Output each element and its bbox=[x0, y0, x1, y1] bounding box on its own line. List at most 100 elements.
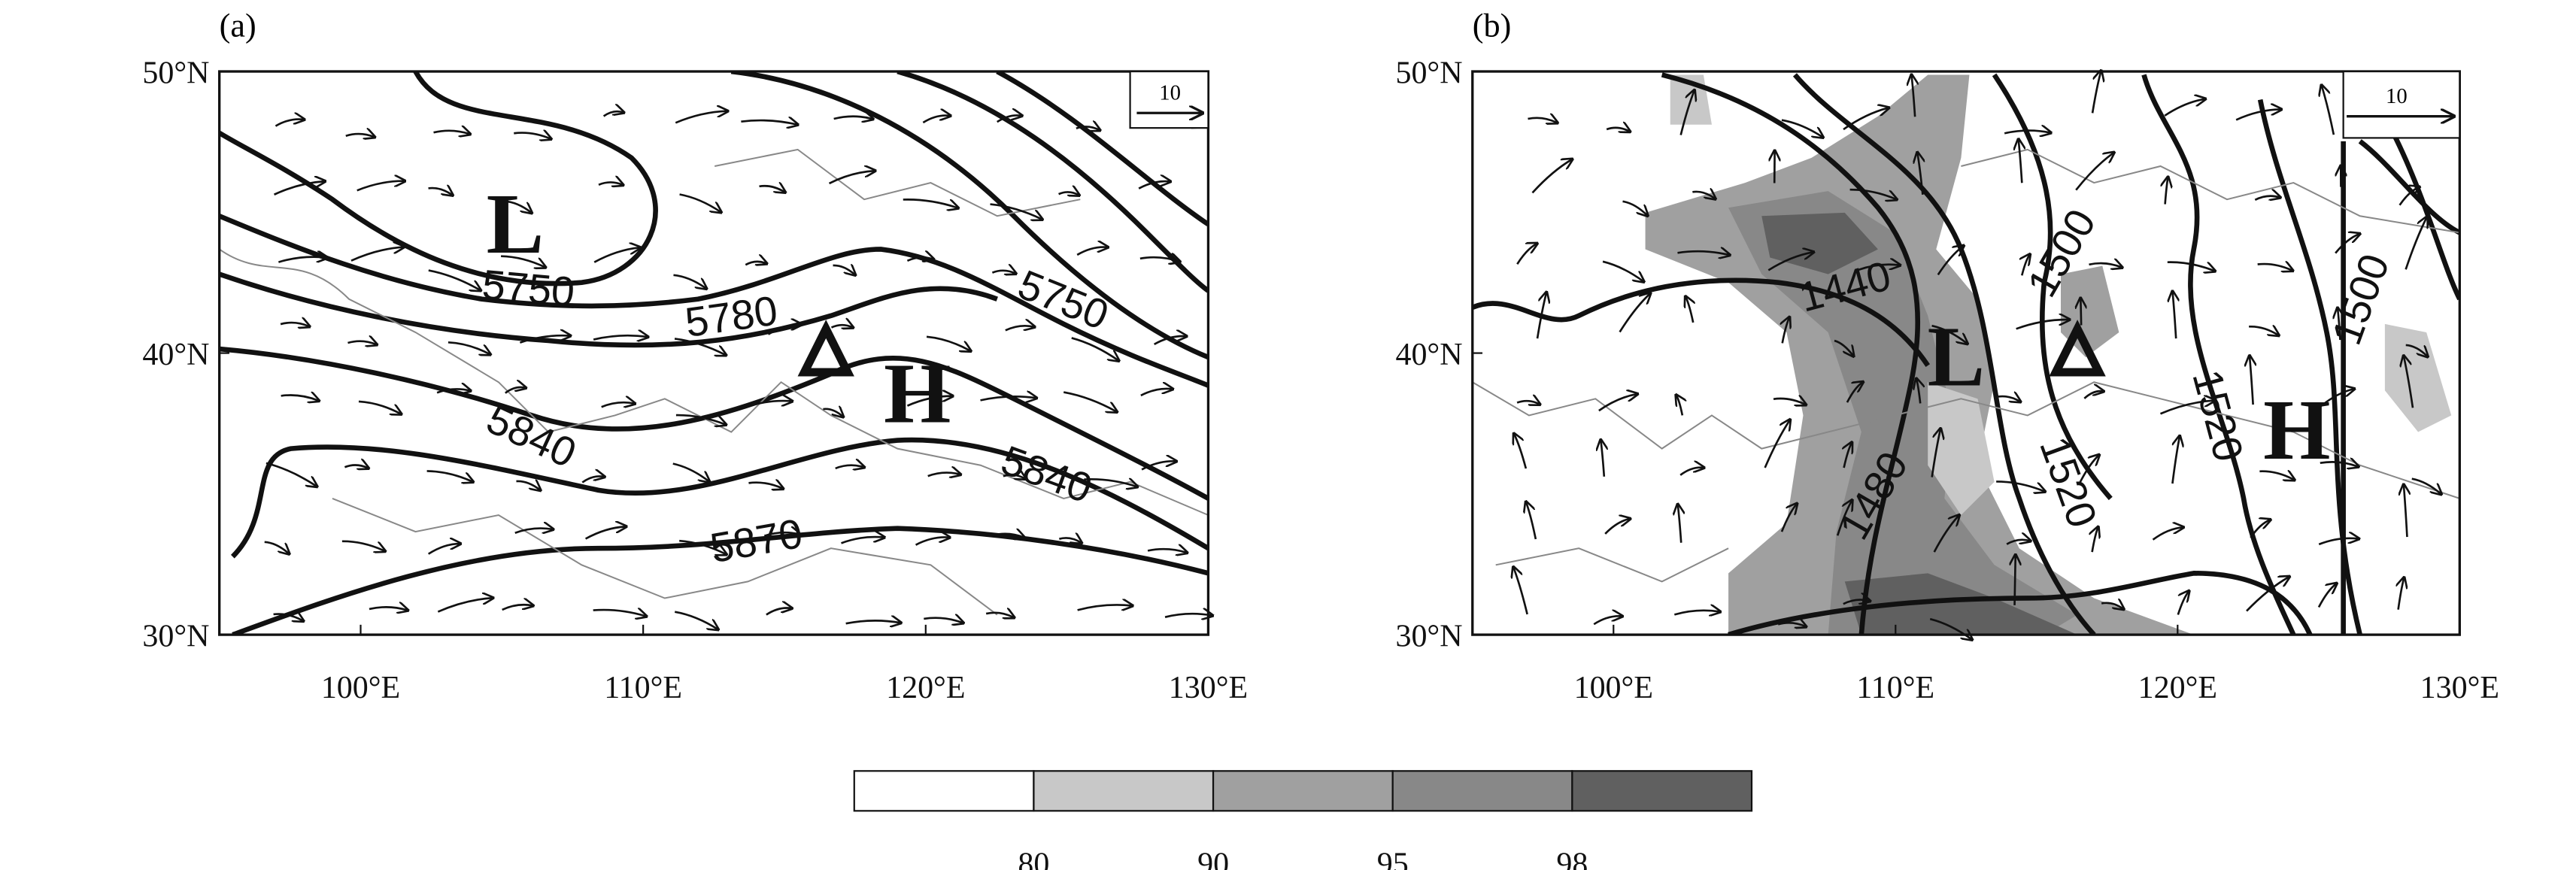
streamline bbox=[281, 395, 319, 400]
lat-tick-label: 40°N bbox=[1395, 338, 1462, 372]
streamline bbox=[516, 481, 540, 490]
streamline bbox=[2164, 99, 2204, 117]
streamline bbox=[350, 247, 403, 262]
reference-vector-box bbox=[2342, 70, 2461, 139]
streamline bbox=[2177, 592, 2189, 615]
streamline bbox=[344, 465, 368, 468]
streamline bbox=[1593, 616, 1622, 626]
streamline bbox=[581, 476, 604, 484]
streamline bbox=[675, 414, 726, 425]
streamline bbox=[1076, 126, 1100, 130]
streamline bbox=[2019, 140, 2022, 183]
streamline bbox=[2092, 527, 2098, 553]
streamline bbox=[1933, 516, 1959, 553]
streamline bbox=[2250, 356, 2253, 405]
streamline bbox=[345, 134, 375, 137]
streamline bbox=[2249, 326, 2278, 335]
streamline bbox=[906, 396, 952, 407]
streamline bbox=[1528, 118, 1558, 123]
lon-tick-label: 120°E bbox=[2138, 671, 2217, 705]
low-center: L bbox=[487, 176, 545, 271]
colorbar-label: 80 bbox=[1018, 847, 1049, 870]
streamline bbox=[1780, 504, 1797, 532]
streamline bbox=[2322, 86, 2335, 135]
colorbar-label: 98 bbox=[1556, 847, 1588, 870]
streamline bbox=[2075, 153, 2113, 191]
streamline bbox=[2167, 261, 2215, 271]
lat-tick-label: 30°N bbox=[142, 620, 209, 654]
streamline bbox=[2254, 196, 2280, 200]
streamline bbox=[2250, 520, 2270, 538]
streamline bbox=[2405, 344, 2428, 356]
streamline bbox=[1773, 399, 1805, 405]
streamline bbox=[2165, 177, 2168, 205]
streamline bbox=[1937, 246, 1964, 276]
streamline bbox=[927, 473, 960, 477]
streamline bbox=[2101, 603, 2123, 609]
streamline bbox=[448, 341, 490, 354]
contour-label: 5870 bbox=[707, 510, 806, 571]
streamline bbox=[2173, 292, 2177, 339]
streamline bbox=[2078, 455, 2099, 485]
streamline bbox=[2259, 471, 2294, 480]
streamline bbox=[1077, 605, 1132, 610]
streamline bbox=[991, 271, 1015, 274]
streamline bbox=[2235, 109, 2280, 121]
colorbar-label: 90 bbox=[1197, 847, 1229, 870]
streamline bbox=[1846, 382, 1863, 403]
streamline bbox=[990, 203, 1042, 220]
streamline bbox=[593, 610, 646, 616]
streamline bbox=[584, 526, 626, 540]
height-contours bbox=[1472, 72, 2460, 635]
streamline bbox=[1996, 480, 2044, 491]
streamline bbox=[357, 181, 405, 192]
contour-label: 5750 bbox=[1012, 261, 1115, 339]
streamline bbox=[1931, 324, 1968, 344]
streamline bbox=[1141, 461, 1176, 471]
streamline bbox=[1601, 441, 1604, 477]
height-contours bbox=[219, 71, 1209, 635]
streamline bbox=[1844, 443, 1852, 468]
streamline bbox=[745, 401, 792, 409]
streamline bbox=[2405, 217, 2427, 270]
streamline bbox=[437, 598, 492, 613]
streamline bbox=[1692, 192, 1715, 199]
streamline bbox=[980, 396, 1036, 400]
streamline bbox=[2006, 540, 2030, 545]
streamline bbox=[2152, 527, 2183, 541]
streamline bbox=[514, 133, 551, 139]
colorbar bbox=[853, 770, 1753, 812]
streamline bbox=[1836, 501, 1852, 536]
reference-vector-label: 10 bbox=[2386, 84, 2408, 108]
streamline bbox=[1843, 108, 1889, 131]
streamline bbox=[679, 539, 726, 554]
streamline bbox=[1071, 337, 1118, 360]
streamline bbox=[347, 341, 376, 344]
streamline bbox=[833, 265, 855, 274]
streamline bbox=[1058, 192, 1079, 195]
streamline bbox=[674, 611, 718, 629]
contour-label: 5840 bbox=[480, 396, 584, 477]
streamline bbox=[593, 335, 648, 339]
reference-vector-label: 10 bbox=[1159, 81, 1181, 105]
contour-label: 1520 bbox=[2183, 365, 2253, 466]
streamline bbox=[1673, 611, 1719, 615]
lon-tick-label: 120°E bbox=[886, 671, 965, 705]
streamline bbox=[823, 409, 842, 417]
streamline bbox=[1604, 519, 1630, 535]
streamline bbox=[1676, 396, 1682, 416]
lon-tick-label: 130°E bbox=[1169, 671, 1248, 705]
streamline bbox=[369, 607, 408, 610]
streamline bbox=[601, 402, 635, 407]
streamline bbox=[593, 247, 639, 263]
streamline bbox=[1912, 75, 1916, 117]
streamline bbox=[2404, 485, 2408, 538]
streamline bbox=[514, 529, 553, 533]
streamline bbox=[2022, 255, 2029, 276]
streamline bbox=[1678, 505, 1681, 543]
streamlines bbox=[264, 71, 2441, 639]
streamline bbox=[1777, 623, 1806, 626]
streamline bbox=[1619, 293, 1650, 333]
streamline bbox=[2320, 389, 2353, 408]
